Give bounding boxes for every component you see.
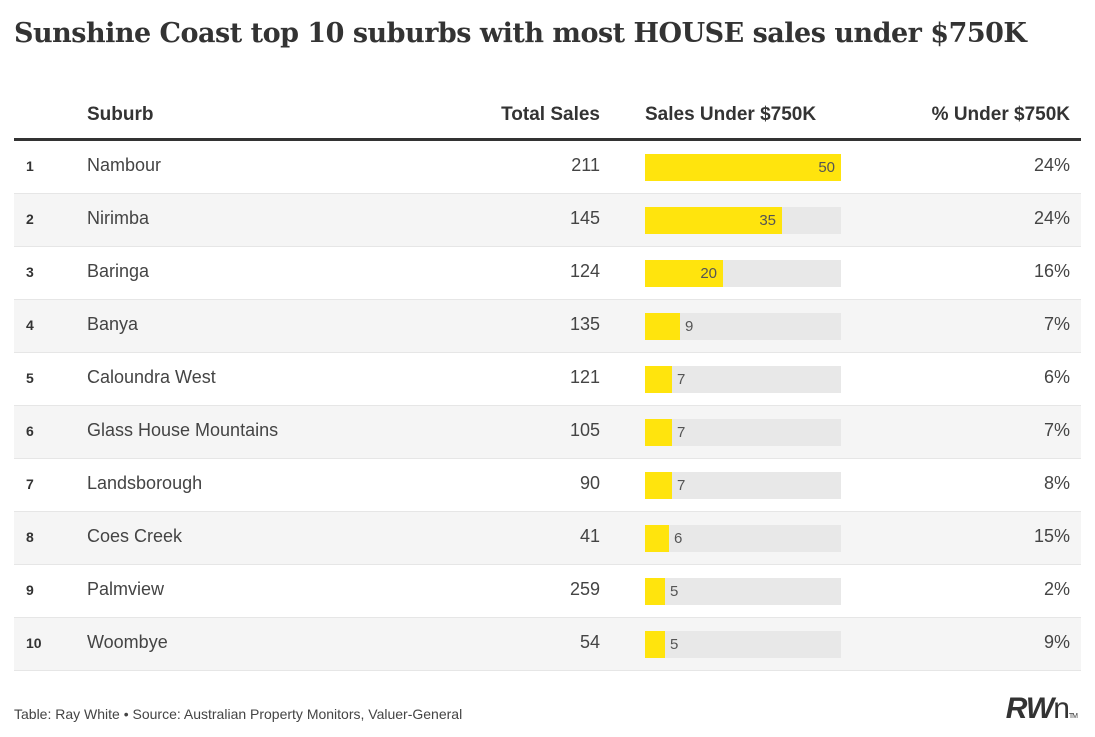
table-row: 4 Banya 135 9 7% xyxy=(14,300,1081,353)
row-pct-under: 2% xyxy=(1043,579,1070,599)
bar-fill xyxy=(645,578,665,605)
table-row: 2 Nirimba 145 35 24% xyxy=(14,194,1081,247)
bar-value-label: 50 xyxy=(818,159,835,176)
bar-fill xyxy=(645,154,841,181)
row-total-sales: 90 xyxy=(579,473,600,493)
data-table: Suburb Total Sales Sales Under $750K % U… xyxy=(14,94,1081,671)
bar-fill xyxy=(645,207,782,234)
table-header: Suburb Total Sales Sales Under $750K % U… xyxy=(14,94,1081,141)
row-total-sales: 135 xyxy=(569,314,600,334)
row-pct-under: 15% xyxy=(1033,526,1070,546)
table-row: 5 Caloundra West 121 7 6% xyxy=(14,353,1081,406)
bar-track: 5 xyxy=(645,631,841,658)
header-pct-under: % Under $750K xyxy=(931,104,1070,125)
row-suburb: Glass House Mountains xyxy=(87,420,279,440)
ray-white-logo: RWnTM xyxy=(1005,692,1078,726)
bar-track: 7 xyxy=(645,472,841,499)
bar-value-label: 7 xyxy=(677,477,686,494)
chart-title: Sunshine Coast top 10 suburbs with most … xyxy=(14,18,1027,49)
bar-value-label: 35 xyxy=(759,212,776,229)
row-total-sales: 211 xyxy=(571,155,600,175)
bar-value-label: 6 xyxy=(674,530,683,547)
bar-value-label: 20 xyxy=(700,265,717,282)
logo-tm: TM xyxy=(1068,713,1078,720)
bar-fill xyxy=(645,366,672,393)
bar-fill xyxy=(645,525,669,552)
row-rank: 1 xyxy=(26,158,34,174)
row-suburb: Landsborough xyxy=(87,473,203,493)
bar-value-label: 7 xyxy=(677,371,686,388)
bar-track: 9 xyxy=(645,313,841,340)
row-total-sales: 121 xyxy=(569,367,600,387)
bar-value-label: 7 xyxy=(677,424,686,441)
row-rank: 4 xyxy=(26,317,34,333)
bar-track: 20 xyxy=(645,260,841,287)
table-row: 8 Coes Creek 41 6 15% xyxy=(14,512,1081,565)
row-total-sales: 145 xyxy=(569,208,600,228)
row-suburb: Nirimba xyxy=(87,208,150,228)
bar-track: 6 xyxy=(645,525,841,552)
row-suburb: Nambour xyxy=(87,155,162,175)
bar-fill xyxy=(645,260,723,287)
logo-n: n xyxy=(1053,692,1070,725)
table-row: 7 Landsborough 90 7 8% xyxy=(14,459,1081,512)
bar-value-label: 5 xyxy=(670,583,679,600)
bar-track: 5 xyxy=(645,578,841,605)
header-total-sales: Total Sales xyxy=(501,104,600,125)
footer-source: Source: Australian Property Monitors, Va… xyxy=(132,706,463,722)
row-suburb: Coes Creek xyxy=(87,526,183,546)
row-total-sales: 259 xyxy=(569,579,600,599)
bar-fill xyxy=(645,472,672,499)
row-pct-under: 24% xyxy=(1033,155,1070,175)
row-rank: 5 xyxy=(26,370,34,386)
row-pct-under: 6% xyxy=(1043,367,1070,387)
bar-fill xyxy=(645,631,665,658)
table-row: 1 Nambour 211 50 24% xyxy=(14,141,1081,194)
row-total-sales: 54 xyxy=(579,632,600,652)
table-row: 9 Palmview 259 5 2% xyxy=(14,565,1081,618)
bar-value-label: 9 xyxy=(685,318,694,335)
header-suburb: Suburb xyxy=(87,104,154,125)
header-sales-under: Sales Under $750K xyxy=(645,104,817,125)
row-rank: 9 xyxy=(26,582,34,598)
bar-track: 7 xyxy=(645,366,841,393)
table-row: 3 Baringa 124 20 16% xyxy=(14,247,1081,300)
footer-credit: Table: Ray White xyxy=(14,706,120,722)
bar-track: 35 xyxy=(645,207,841,234)
footer: Table: Ray White • Source: Australian Pr… xyxy=(14,706,462,722)
table-body: 1 Nambour 211 50 24% 2 Nirimba 145 35 24% 3 Baringa… xyxy=(14,141,1081,671)
footer-separator: • xyxy=(123,706,129,722)
table-row: 10 Woombye 54 5 9% xyxy=(14,618,1081,671)
row-suburb: Caloundra West xyxy=(87,367,216,387)
row-suburb: Palmview xyxy=(87,579,165,599)
bar-fill xyxy=(645,419,672,446)
bar-fill xyxy=(645,313,680,340)
row-total-sales: 41 xyxy=(579,526,600,546)
row-suburb: Baringa xyxy=(87,261,150,281)
row-pct-under: 7% xyxy=(1043,420,1070,440)
bar-track: 50 xyxy=(645,154,841,181)
row-pct-under: 16% xyxy=(1033,261,1070,281)
row-pct-under: 7% xyxy=(1043,314,1070,334)
row-rank: 7 xyxy=(26,476,34,492)
row-suburb: Woombye xyxy=(87,632,168,652)
row-rank: 3 xyxy=(26,264,34,280)
logo-rw: RW xyxy=(1005,692,1054,725)
row-suburb: Banya xyxy=(87,314,139,334)
row-rank: 2 xyxy=(26,211,34,227)
row-total-sales: 105 xyxy=(569,420,600,440)
bar-track: 7 xyxy=(645,419,841,446)
bar-value-label: 5 xyxy=(670,636,679,653)
row-pct-under: 9% xyxy=(1043,632,1070,652)
row-rank: 6 xyxy=(26,423,34,439)
row-total-sales: 124 xyxy=(569,261,600,281)
table-row: 6 Glass House Mountains 105 7 7% xyxy=(14,406,1081,459)
row-rank: 10 xyxy=(26,635,42,651)
row-rank: 8 xyxy=(26,529,34,545)
row-pct-under: 24% xyxy=(1033,208,1070,228)
row-pct-under: 8% xyxy=(1043,473,1070,493)
